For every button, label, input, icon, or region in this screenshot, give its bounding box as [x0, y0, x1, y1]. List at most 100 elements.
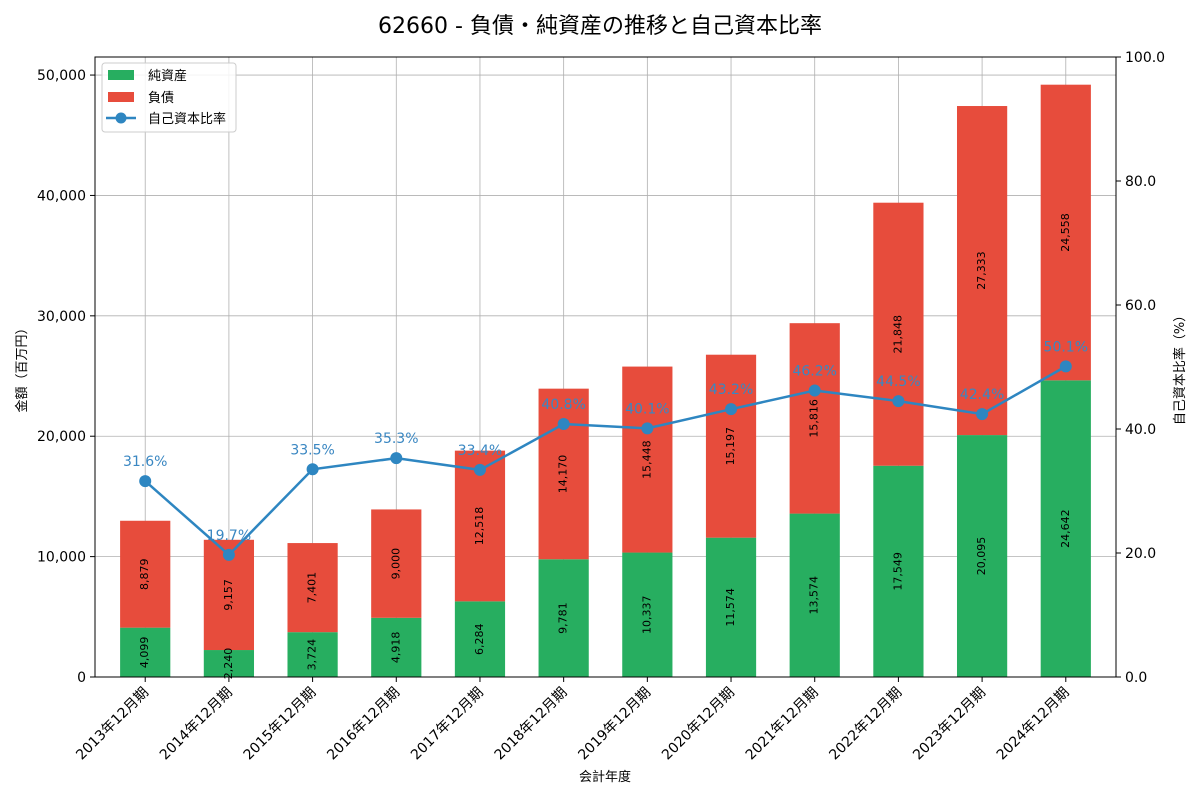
ratio-value-label: 35.3% [374, 431, 418, 447]
bar-label-net-assets: 11,574 [724, 588, 737, 627]
bar-label-net-assets: 2,240 [222, 648, 235, 680]
bar-liabilities [371, 509, 422, 618]
bar-label-liabilities: 15,197 [724, 427, 737, 466]
bar-liabilities [1040, 84, 1091, 381]
legend-label-net-assets: 純資産 [148, 68, 187, 84]
bar-liabilities [956, 106, 1008, 436]
x-tick-label: 2023年12月期 [910, 685, 989, 764]
y2-axis-label: 自己資本比率（%） [1172, 309, 1188, 425]
ratio-value-label: 43.2% [709, 382, 753, 398]
x-tick-label: 2014年12月期 [157, 685, 236, 764]
bar-label-net-assets: 13,574 [808, 576, 821, 615]
bar-label-net-assets: 6,284 [473, 623, 486, 655]
ratio-value-label: 19.7% [207, 528, 251, 544]
bar-net-assets [622, 552, 673, 677]
bar-net-assets [371, 617, 422, 677]
bar-label-liabilities: 12,518 [473, 507, 486, 546]
ratio-value-label: 46.2% [792, 364, 836, 380]
bar-label-net-assets: 17,549 [891, 552, 904, 591]
ratio-value-label: 50.1% [1044, 339, 1088, 355]
ratio-marker [557, 418, 570, 431]
x-tick-label: 2013年12月期 [73, 685, 152, 764]
bar-label-net-assets: 3,724 [306, 639, 319, 671]
plot-frame [94, 56, 1117, 678]
bars [120, 84, 1091, 677]
ratio-value-label: 42.4% [960, 387, 1004, 403]
ratio-polyline [144, 365, 1067, 557]
bar-liabilities [873, 202, 924, 466]
x-tick-label: 2019年12月期 [575, 685, 654, 764]
bar-label-net-assets: 4,099 [138, 637, 151, 669]
bar-label-liabilities: 27,333 [975, 251, 988, 290]
ratio-value-label: 44.5% [876, 374, 920, 390]
bar-label-liabilities: 7,401 [306, 572, 319, 604]
bar-label-net-assets: 24,642 [1059, 509, 1072, 548]
bar-net-assets [287, 632, 338, 677]
ratio-marker [892, 395, 905, 408]
bar-label-liabilities: 14,170 [557, 455, 570, 494]
bar-liabilities [789, 323, 840, 514]
y2-tick-label: 40.0 [1125, 422, 1156, 438]
y-tick-label: 20,000 [37, 429, 86, 445]
y2-tick-label: 0.0 [1125, 670, 1147, 686]
x-tick-label: 2022年12月期 [826, 685, 905, 764]
legend-label-ratio: 自己資本比率 [148, 111, 226, 127]
bar-label-liabilities: 24,558 [1059, 213, 1072, 252]
bar-label-liabilities: 15,816 [808, 399, 821, 438]
x-axis-label: 会計年度 [579, 769, 631, 785]
bar-liabilities [538, 388, 589, 560]
legend-swatch-liabilities [108, 92, 134, 102]
bar-liabilities [622, 366, 673, 553]
ratio-marker [306, 463, 319, 476]
x-tick-label: 2016年12月期 [324, 685, 403, 764]
bar-net-assets [705, 537, 757, 677]
bar-label-net-assets: 4,918 [389, 632, 402, 664]
ratio-value-label: 40.1% [625, 401, 669, 417]
bar-label-liabilities: 8,879 [138, 558, 151, 590]
bar-label-net-assets: 20,095 [975, 537, 988, 576]
x-tick-label: 2018年12月期 [492, 685, 571, 764]
bar-label-net-assets: 9,781 [557, 602, 570, 634]
ratio-value-label: 33.5% [290, 442, 334, 458]
ratio-marker [222, 548, 235, 561]
ratio-marker [976, 408, 989, 421]
y2-tick-label: 100.0 [1125, 50, 1165, 66]
y-tick-label: 40,000 [37, 188, 86, 204]
y2-tick-label: 80.0 [1125, 174, 1156, 190]
bar-label-liabilities: 9,000 [389, 548, 402, 580]
legend-box [101, 62, 237, 133]
x-tick-label: 2020年12月期 [659, 685, 738, 764]
bar-net-assets [120, 627, 171, 677]
bar-label-liabilities: 9,157 [222, 579, 235, 611]
ratio-value-label: 40.8% [541, 397, 585, 413]
ratio-marker [1059, 360, 1072, 373]
x-tick-label: 2017年12月期 [408, 685, 487, 764]
ratio-marker [725, 403, 738, 416]
ratio-marker [641, 422, 654, 435]
ratio-marker [808, 384, 821, 397]
bar-net-assets [1040, 380, 1091, 677]
y2-tick-label: 60.0 [1125, 298, 1156, 314]
x-tick-label: 2015年12月期 [241, 685, 320, 764]
y-tick-label: 50,000 [37, 68, 86, 84]
bar-liabilities [120, 520, 171, 628]
legend-swatch-net-assets [108, 70, 134, 80]
ratio-marker [139, 475, 152, 488]
bar-net-assets [789, 513, 840, 677]
ratio-marker [473, 463, 486, 476]
x-tick-label: 2024年12月期 [994, 685, 1073, 764]
bar-label-liabilities: 15,448 [640, 440, 653, 479]
bar-liabilities [705, 354, 757, 538]
bar-label-net-assets: 10,337 [640, 596, 653, 635]
y-axis-label: 金額（百万円） [14, 321, 30, 412]
bar-label-liabilities: 21,848 [891, 315, 904, 354]
bar-net-assets [203, 650, 255, 677]
chart-title: 62660 - 負債・純資産の推移と自己資本比率 [378, 14, 822, 39]
y2-tick-label: 20.0 [1125, 546, 1156, 562]
legend-marker-ratio [115, 112, 127, 124]
bar-net-assets [873, 465, 924, 677]
data-labels: 4,099 8,879 2,240 9,157 3,724 7,401 4,918 9,000… [123, 213, 1088, 679]
bar-net-assets [454, 601, 506, 677]
